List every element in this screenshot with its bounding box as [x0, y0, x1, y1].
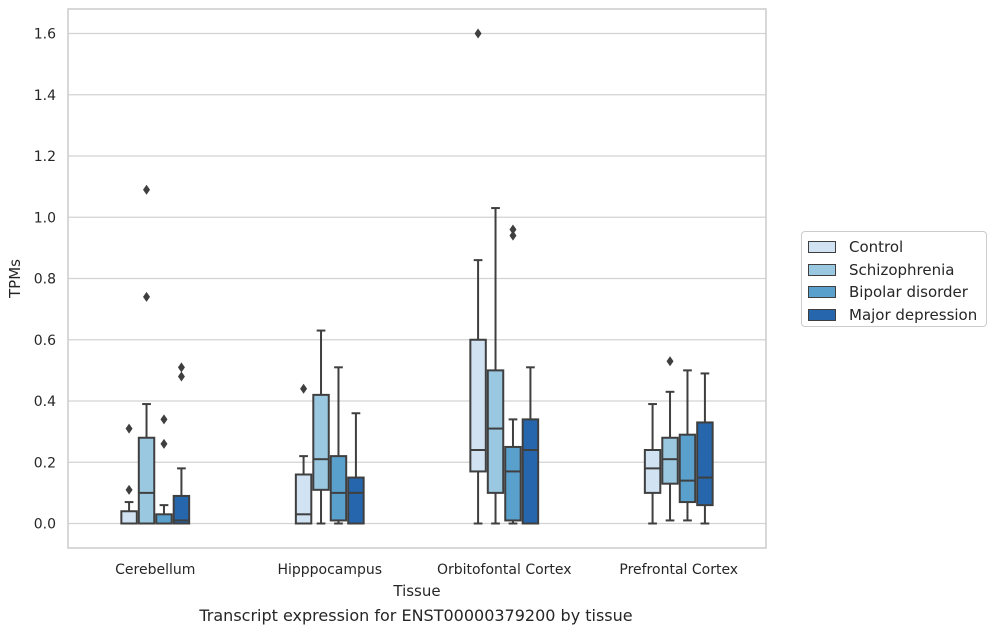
chart-caption: Transcript expression for ENST0000037920… — [199, 606, 633, 625]
box-body — [120, 510, 138, 525]
y-tick-label: 0.4 — [34, 394, 56, 410]
box-body — [312, 393, 330, 491]
box-body — [137, 436, 156, 525]
x-tick-label: Cerebellum — [115, 562, 195, 578]
box-body — [504, 445, 522, 522]
grid-lines — [68, 32, 766, 525]
legend-label: Major depression — [849, 305, 978, 324]
outlier-point — [177, 362, 185, 373]
outlier-point — [177, 371, 185, 382]
box-bipolar-disorder — [329, 366, 348, 525]
box-control — [469, 28, 487, 525]
box-major-depression — [696, 372, 714, 525]
box-body — [469, 338, 487, 473]
legend-item: Control — [808, 236, 986, 259]
box-bipolar-disorder — [678, 369, 697, 522]
box-bipolar-disorder — [504, 224, 522, 525]
box-control — [120, 423, 138, 525]
box-body — [347, 476, 365, 525]
y-tick-labels: 0.0 0.2 0.4 0.6 0.8 1.0 1.2 1.4 1.6 — [34, 27, 56, 533]
box-body — [661, 436, 679, 485]
y-axis-label: TPMs — [6, 259, 24, 299]
outlier-point — [160, 438, 168, 449]
box-body — [155, 513, 173, 525]
box-body — [521, 418, 540, 525]
legend-item: Major depression — [808, 304, 986, 327]
x-axis-label: Tissue — [392, 582, 440, 600]
legend-swatch — [808, 308, 836, 321]
outlier-point — [160, 414, 168, 425]
box-body — [678, 433, 697, 504]
legend-label: Control — [849, 238, 904, 257]
outlier-point — [143, 291, 151, 302]
outlier-point — [125, 484, 133, 495]
box-groups — [120, 28, 714, 525]
y-tick-label: 1.6 — [34, 27, 56, 43]
outlier-point — [509, 224, 517, 235]
box-major-depression — [521, 366, 540, 525]
box-schizophrenia — [137, 184, 156, 525]
outlier-point — [300, 383, 308, 394]
x-tick-label: Orbitofontal Cortex — [437, 562, 572, 578]
legend-swatch — [808, 286, 836, 299]
legend-label: Schizophrenia — [849, 260, 955, 279]
box-body — [294, 473, 313, 525]
box-control — [643, 403, 662, 525]
box-control — [294, 383, 313, 525]
legend: Control Schizophrenia Bipolar disorder Majo… — [801, 231, 987, 327]
box-body — [486, 369, 505, 494]
x-tick-label: Hipppocampus — [277, 562, 382, 578]
y-tick-label: 0.8 — [34, 272, 56, 288]
outlier-point — [509, 230, 517, 241]
legend-item: Bipolar disorder — [808, 281, 986, 304]
legend-item: Schizophrenia — [808, 259, 986, 282]
legend-label: Bipolar disorder — [849, 283, 968, 302]
y-tick-label: 0.0 — [34, 517, 56, 533]
box-body — [696, 421, 714, 507]
box-schizophrenia — [486, 207, 505, 525]
y-tick-label: 1.2 — [34, 149, 56, 165]
outlier-point — [666, 356, 674, 367]
box-body — [643, 449, 662, 494]
y-tick-label: 1.0 — [34, 210, 56, 226]
box-schizophrenia — [312, 329, 330, 525]
y-tick-label: 0.2 — [34, 455, 56, 471]
box-bipolar-disorder — [155, 414, 173, 525]
legend-swatch — [808, 263, 836, 276]
box-schizophrenia — [661, 356, 679, 522]
outlier-point — [143, 184, 151, 195]
outlier-point — [125, 423, 133, 434]
x-tick-label: Prefrontal Cortex — [619, 562, 738, 578]
y-tick-label: 0.6 — [34, 333, 56, 349]
box-major-depression — [347, 412, 365, 525]
legend-swatch — [808, 241, 836, 254]
box-body — [329, 455, 348, 522]
box-major-depression — [172, 362, 191, 525]
x-tick-labels: Cerebellum Hipppocampus Orbitofontal Corte… — [115, 562, 738, 578]
plot-frame — [67, 8, 767, 549]
y-tick-label: 1.4 — [34, 88, 56, 104]
outlier-point — [474, 28, 482, 39]
box-body — [172, 494, 191, 525]
